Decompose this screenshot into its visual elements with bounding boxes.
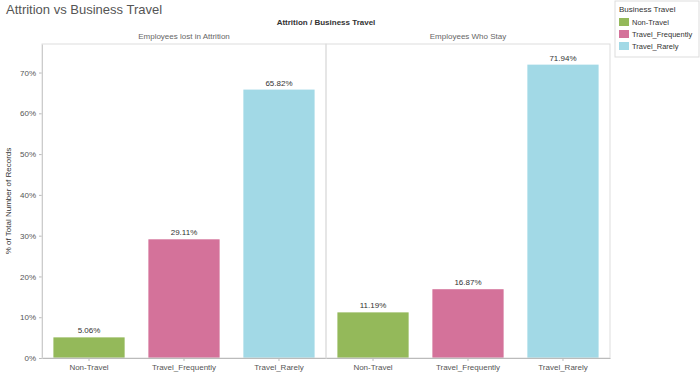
- x-axis: Non-Travel Travel_Frequently Travel_Rarely: [327, 358, 611, 372]
- x-axis: Non-Travel Travel_Frequently Travel_Rarely: [43, 358, 327, 372]
- panel-frame: [326, 44, 610, 358]
- y-tick: 50%: [20, 150, 42, 159]
- x-tick-mark: [184, 358, 185, 361]
- bar: [527, 65, 598, 358]
- x-tick: Travel_Frequently: [152, 358, 216, 372]
- legend-swatch: [619, 42, 629, 50]
- data-label: 65.82%: [265, 79, 292, 88]
- y-tick-label: 70%: [20, 69, 36, 78]
- x-tick-label: Non-Travel: [69, 363, 108, 372]
- x-tick-mark: [89, 358, 90, 361]
- y-tick: 70%: [20, 69, 42, 78]
- y-tick-label: 0%: [24, 354, 36, 363]
- y-axis: 0% 10% 20% 30% 40% 50% 60% 70%: [20, 45, 43, 364]
- x-tick-label: Travel_Rarely: [538, 363, 588, 372]
- x-tick-label: Travel_Frequently: [436, 363, 500, 372]
- y-tick: 20%: [20, 273, 42, 282]
- x-tick: Travel_Frequently: [436, 358, 500, 372]
- y-tick-label: 10%: [20, 313, 36, 322]
- data-label: 29.11%: [171, 228, 198, 237]
- x-tick: Travel_Rarely: [254, 358, 304, 372]
- y-tick: 30%: [20, 232, 42, 241]
- data-label: 16.87%: [454, 278, 481, 287]
- legend-box: [615, 1, 699, 57]
- y-tick-label: 30%: [20, 232, 36, 241]
- title: Attrition vs Business Travel: [6, 2, 162, 17]
- bar: [243, 90, 314, 358]
- facet-header: Attrition / Business Travel: [277, 18, 376, 27]
- legend-swatch: [619, 18, 629, 26]
- panel-title: Employees Who Stay: [430, 32, 506, 41]
- y-axis-title: % of Total Number of Records: [4, 148, 13, 255]
- panel-frame: [42, 44, 326, 358]
- legend: Business Travel Non-Travel Travel_Frequent…: [615, 1, 699, 57]
- x-tick-label: Non-Travel: [353, 363, 392, 372]
- x-tick-mark: [562, 358, 563, 361]
- x-tick: Travel_Rarely: [538, 358, 588, 372]
- x-tick-label: Travel_Frequently: [152, 363, 216, 372]
- legend-swatch: [619, 30, 629, 38]
- legend-label: Travel_Frequently: [632, 30, 692, 39]
- x-tick: Non-Travel: [353, 358, 392, 372]
- data-label: 71.94%: [549, 54, 576, 63]
- panel-title: Employees lost in Attrition: [138, 32, 230, 41]
- bar: [53, 337, 124, 358]
- y-tick-label: 40%: [20, 191, 36, 200]
- bar: [337, 312, 408, 358]
- bar: [148, 239, 219, 358]
- y-tick: 60%: [20, 109, 42, 118]
- legend-label: Non-Travel: [632, 18, 669, 27]
- chart: Attrition vs Business Travel Attrition / …: [0, 0, 700, 374]
- x-tick-mark: [373, 358, 374, 361]
- data-label: 5.06%: [78, 326, 101, 335]
- x-tick-mark: [468, 358, 469, 361]
- legend-label: Travel_Rarely: [632, 42, 679, 51]
- bar: [432, 289, 503, 358]
- legend-title: Business Travel: [619, 5, 676, 14]
- y-tick: 40%: [20, 191, 42, 200]
- y-tick-label: 50%: [20, 150, 36, 159]
- x-tick-label: Travel_Rarely: [254, 363, 304, 372]
- x-tick: Non-Travel: [69, 358, 108, 372]
- data-label: 11.19%: [360, 301, 387, 310]
- data-labels: 5.06% 29.11% 65.82% 11.19% 16.87% 71.94%: [78, 54, 577, 336]
- y-tick: 10%: [20, 313, 42, 322]
- x-tick-mark: [278, 358, 279, 361]
- y-tick-label: 60%: [20, 109, 36, 118]
- y-tick-label: 20%: [20, 273, 36, 282]
- y-tick: 0%: [24, 354, 42, 363]
